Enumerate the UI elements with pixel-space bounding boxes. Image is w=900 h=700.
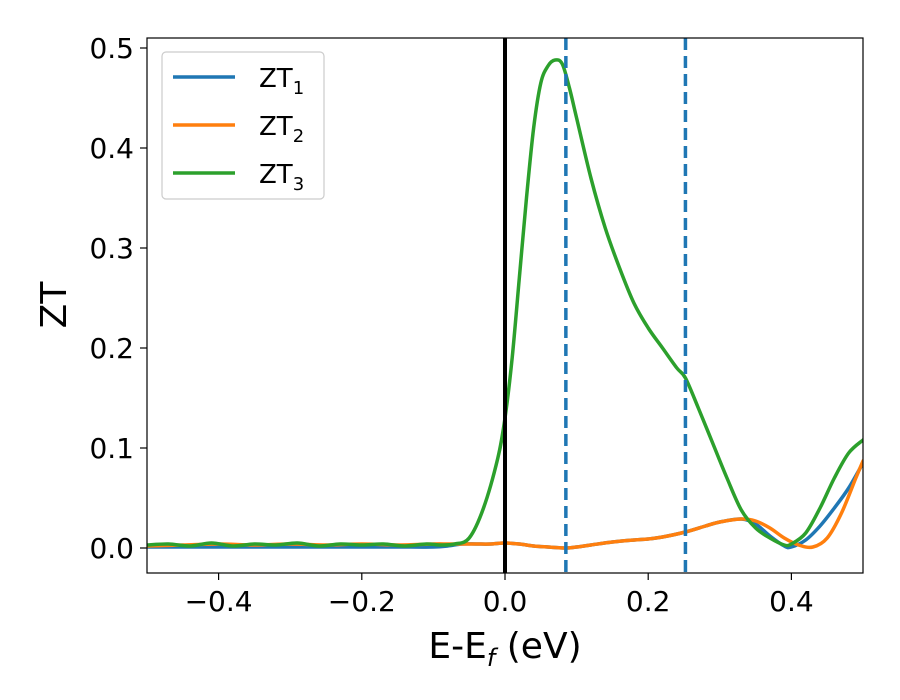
legend-label-zt2: ZT2	[259, 112, 304, 147]
y-axis-title: ZT	[34, 281, 75, 329]
y-tick-label: 0.0	[89, 532, 134, 565]
plot-area	[147, 38, 863, 573]
ticks-layer: −0.4 −0.2 0.0 0.2 0.4 0.0 0.1 0.2 0.3 0.4 0.5	[89, 32, 813, 618]
y-tick-label: 0.1	[89, 432, 134, 465]
x-tick-label: −0.4	[185, 585, 253, 618]
legend: ZT1 ZT2 ZT3	[161, 51, 325, 200]
y-tick-label: 0.3	[89, 232, 134, 265]
y-tick-label: 0.4	[89, 132, 134, 165]
y-tick-label: 0.5	[89, 32, 134, 65]
x-axis-title-main: E-E	[428, 626, 486, 667]
legend-label-zt3: ZT3	[259, 160, 304, 195]
x-tick-label: 0.0	[483, 585, 528, 618]
x-tick-label: 0.2	[626, 585, 671, 618]
x-tick-label: 0.4	[769, 585, 814, 618]
series-line-zt3	[147, 58, 863, 548]
x-axis-title-suffix: (eV)	[495, 626, 581, 667]
x-axis-title: E-Ef (eV)	[428, 626, 581, 672]
plot-layer	[147, 38, 863, 573]
legend-box	[161, 51, 325, 200]
x-tick-label: −0.2	[328, 585, 396, 618]
legend-label-zt1: ZT1	[259, 64, 304, 99]
y-tick-label: 0.2	[89, 332, 134, 365]
